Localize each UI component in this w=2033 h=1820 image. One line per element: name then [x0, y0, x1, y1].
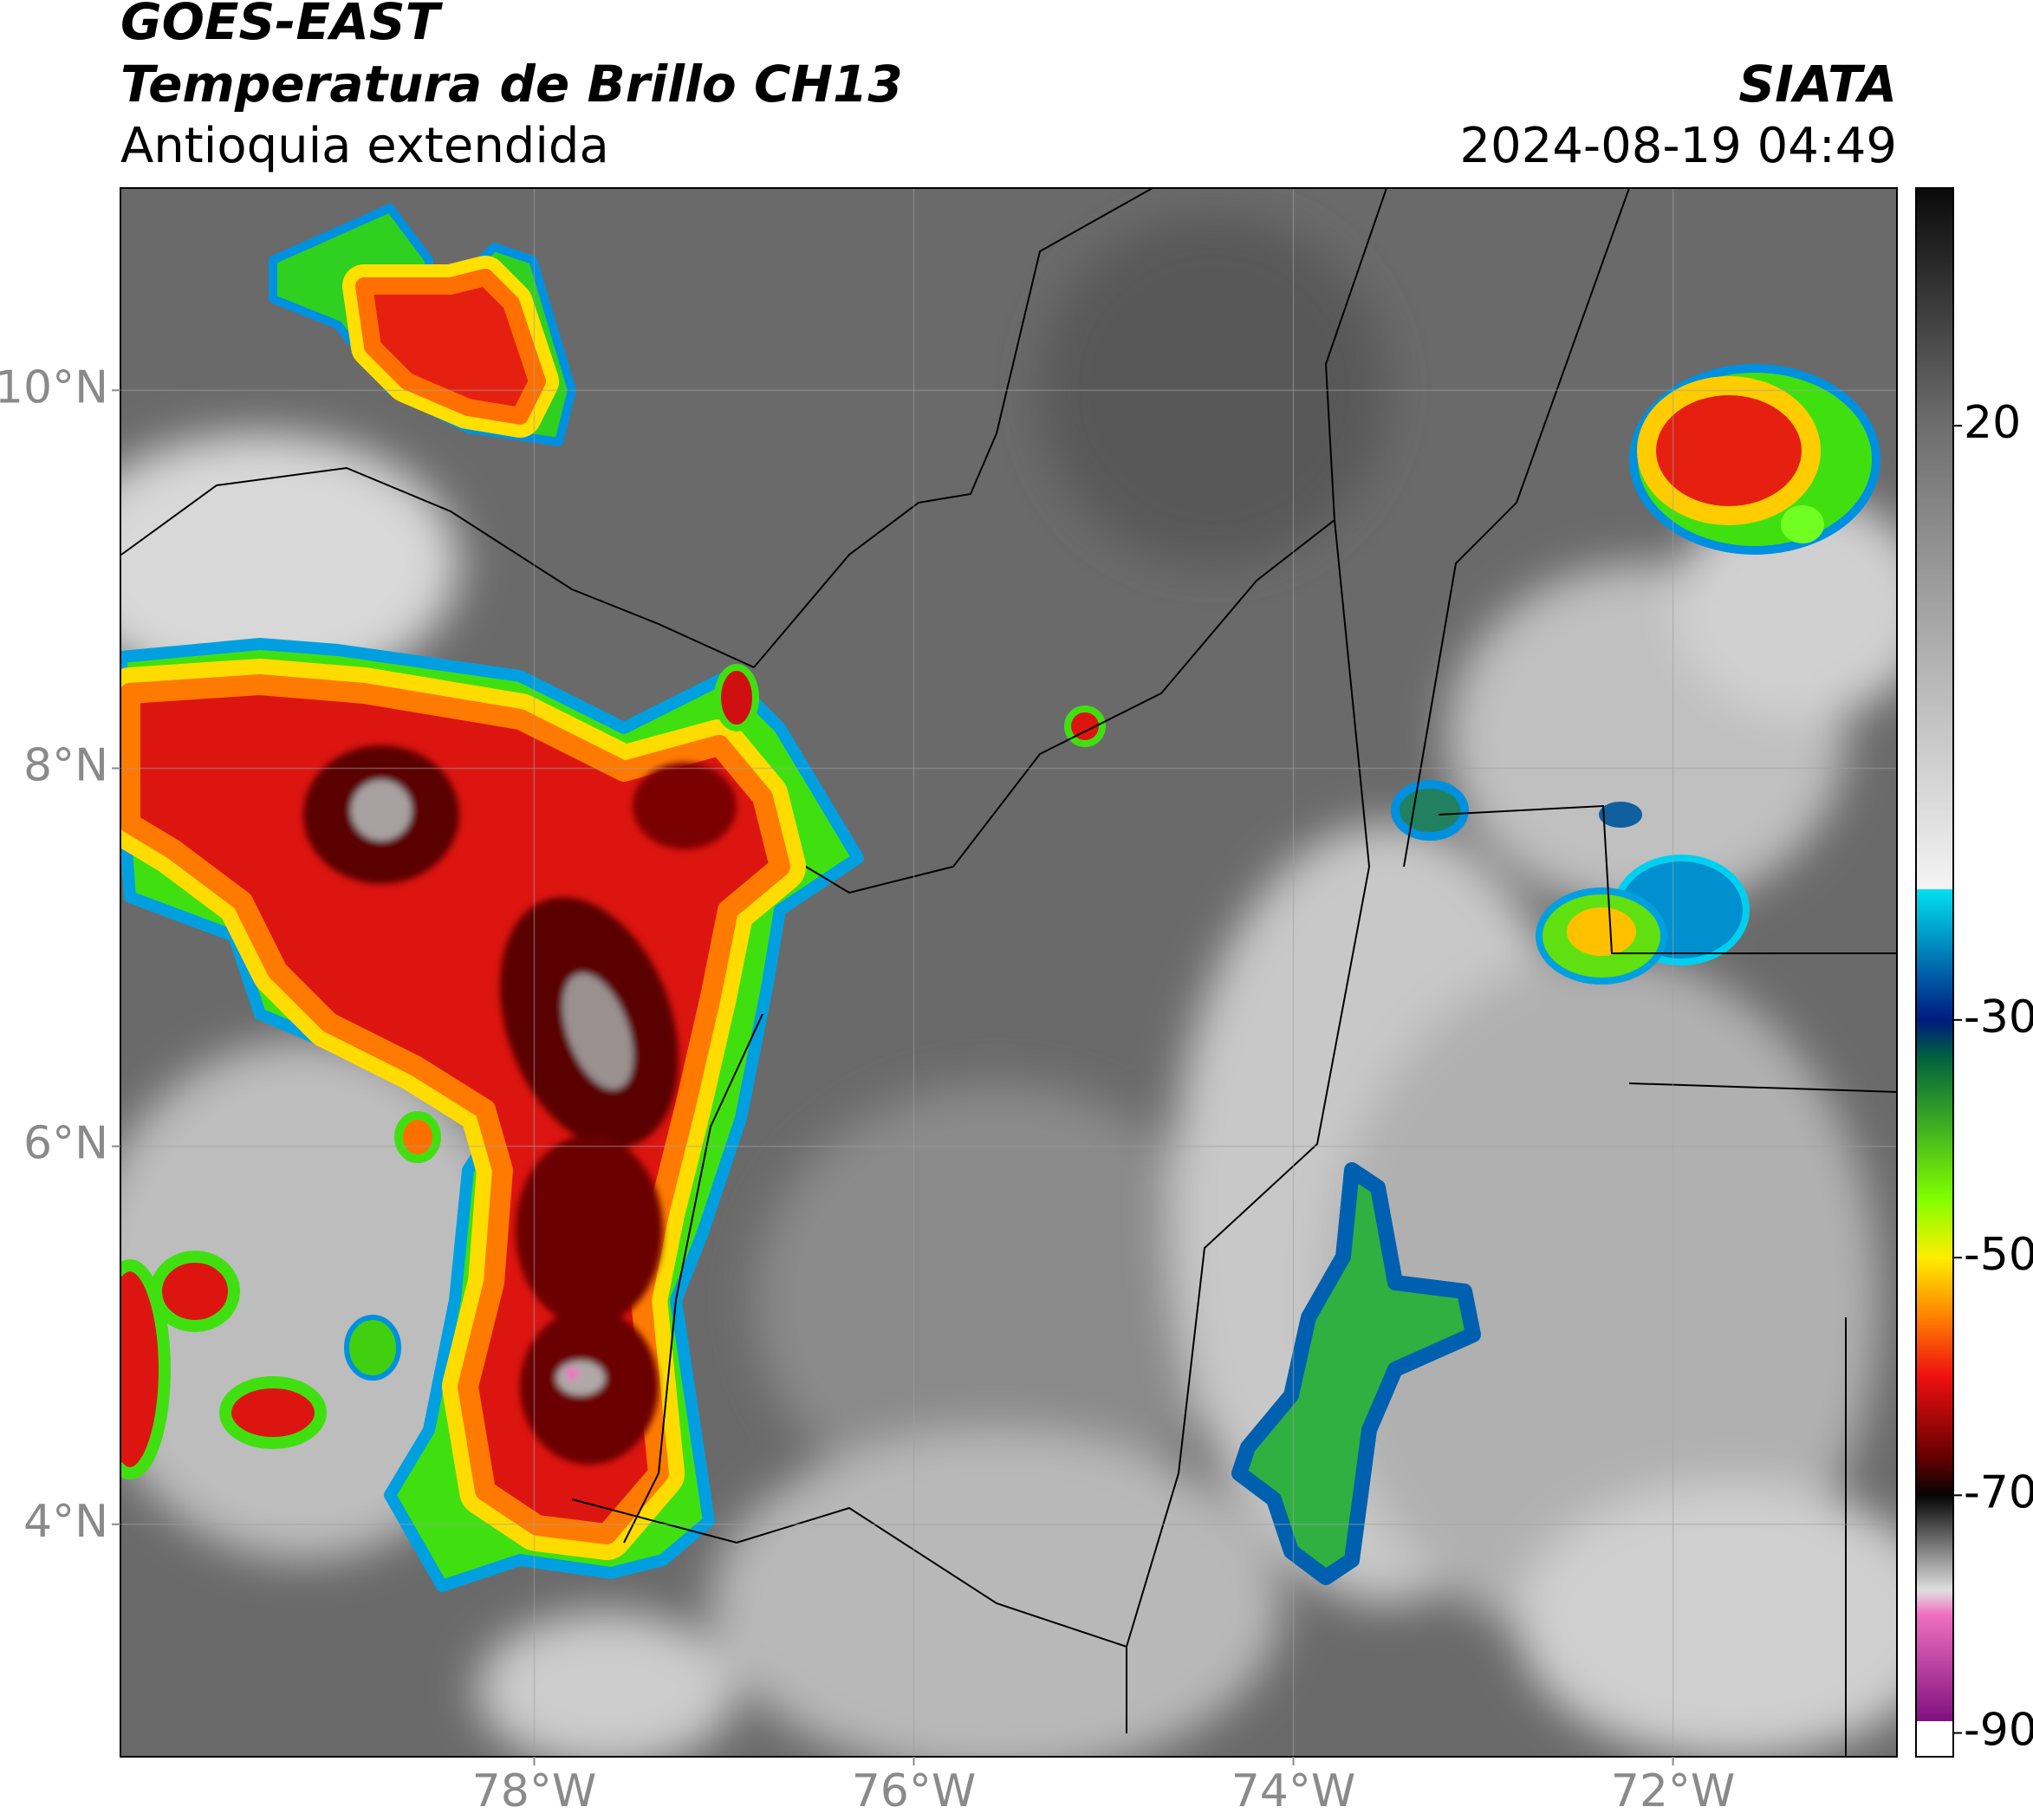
y-tick-label: 8°N [23, 739, 108, 791]
subtitle: Temperatura de Brillo CH13 [120, 55, 903, 114]
colorbar-frame [1915, 187, 1954, 1758]
map-frame [120, 187, 1898, 1758]
map [120, 188, 1897, 1757]
x-tick-label: 72°W [1611, 1765, 1736, 1817]
region: Antioquia extendida [120, 118, 609, 174]
colorbar [1916, 188, 1953, 1758]
source: SIATA [1738, 55, 1897, 114]
colorbar-segment [1916, 1258, 1953, 1318]
y-tick-label: 4°N [23, 1496, 108, 1548]
colorbar-segment [1916, 1614, 1953, 1722]
x-tick-label: 76°W [852, 1765, 977, 1817]
colorbar-segment [1916, 1316, 1953, 1377]
colorbar-tick-label: -90 [1964, 1705, 2033, 1757]
graticule [120, 188, 1897, 1757]
colorbar-segment [1916, 1376, 1953, 1460]
colorbar-tick-label: -30 [1964, 991, 2033, 1043]
colorbar-tick-label: -70 [1964, 1466, 2033, 1518]
colorbar-tick-label: 20 [1964, 397, 2021, 449]
colorbar-segment [1916, 1590, 1953, 1615]
colorbar-segment [1916, 1198, 1953, 1258]
y-tick-label: 6°N [23, 1118, 108, 1170]
colorbar-segment [1916, 1721, 1953, 1758]
colorbar-segment [1916, 1495, 1953, 1591]
colorbar-segment [1916, 188, 1953, 426]
datetime: 2024-08-19 04:49 [1459, 118, 1897, 174]
y-tick-label: 10°N [0, 361, 108, 413]
colorbar-tick-label: -50 [1964, 1229, 2033, 1281]
colorbar-segment [1916, 426, 1953, 890]
x-tick-label: 78°W [472, 1765, 597, 1817]
colorbar-segment [1916, 1459, 1953, 1496]
colorbar-segment [1916, 1055, 1953, 1199]
clouds [120, 217, 1897, 1757]
title: GOES-EAST [120, 0, 444, 51]
colorbar-segment [1916, 889, 1953, 1021]
borders [120, 188, 1897, 1757]
convection [120, 204, 1880, 1592]
colorbar-segment [1916, 1019, 1953, 1056]
x-tick-label: 74°W [1231, 1765, 1356, 1817]
